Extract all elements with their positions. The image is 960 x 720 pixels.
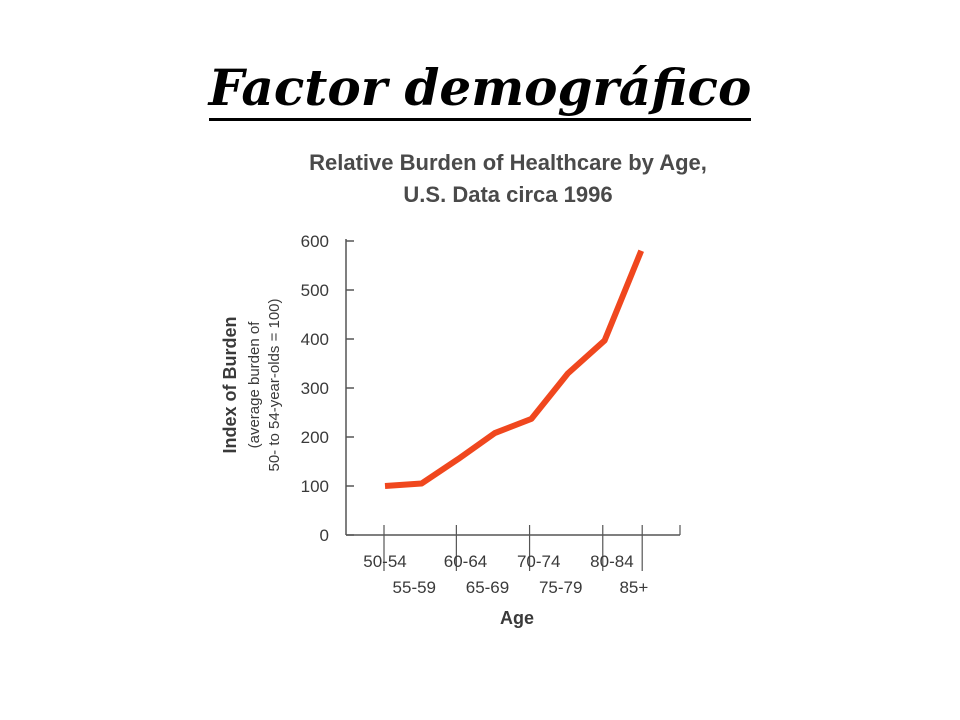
y-axis-sublabel-2: 50- to 54-year-olds = 100)	[266, 298, 283, 471]
slide-title: Factor demográfico	[0, 58, 960, 121]
slide-title-text: Factor demográfico	[208, 61, 752, 121]
chart-title-line-1: Relative Burden of Healthcare by Age,	[309, 150, 707, 175]
x-tick-label: 75-79	[539, 578, 582, 597]
x-tick-label: 85+	[619, 578, 648, 597]
x-tick-label: 70-74	[517, 552, 560, 571]
x-tick-label: 65-69	[466, 578, 509, 597]
x-tick-label: 80-84	[590, 552, 633, 571]
y-tick-label: 300	[301, 379, 329, 398]
x-tick-label: 60-64	[444, 552, 487, 571]
y-axis-sublabel-1: (average burden of	[246, 321, 263, 449]
y-tick-label: 100	[301, 477, 329, 496]
y-tick-label: 400	[301, 330, 329, 349]
y-axis-label: Index of Burden	[220, 316, 240, 453]
chart-title-line-2: U.S. Data circa 1996	[403, 182, 612, 207]
y-tick-label: 500	[301, 281, 329, 300]
x-tick-label: 50-54	[363, 552, 406, 571]
series-line	[384, 249, 644, 489]
y-tick-label: 0	[320, 526, 329, 545]
x-axis: 50-54 55-59 60-64 65-69 70-74 75-79 80-84 85+	[346, 525, 681, 597]
series-group	[384, 249, 644, 489]
y-tick-label: 200	[301, 428, 329, 447]
y-axis-label-group: Index of Burden (average burden of 50- t…	[220, 298, 283, 471]
y-axis: 0 100 200 300 400 500 600	[301, 232, 354, 545]
x-axis-label: Age	[500, 608, 534, 628]
y-tick-label: 600	[301, 232, 329, 251]
x-tick-label: 55-59	[393, 578, 436, 597]
chart-title: Relative Burden of Healthcare by Age, U.…	[309, 150, 707, 207]
